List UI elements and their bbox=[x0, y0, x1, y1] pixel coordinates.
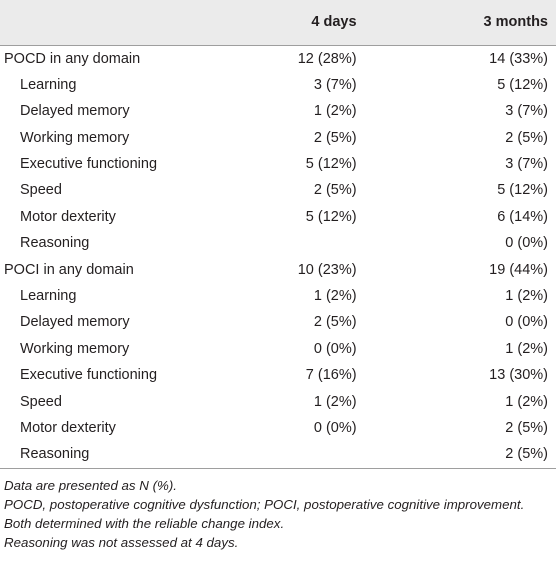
table-row: POCI in any domain 10 (23%) 19 (44%) bbox=[0, 257, 556, 283]
row-label: Executive functioning bbox=[20, 367, 158, 384]
value-4-days: 12 (28%) bbox=[297, 50, 357, 67]
value-3-months: 3 (7%) bbox=[505, 156, 548, 173]
value-3-months: 1 (2%) bbox=[505, 288, 548, 305]
value-4-days: 1 (2%) bbox=[313, 393, 357, 410]
value-4-days bbox=[229, 231, 357, 257]
row-label: Learning bbox=[20, 76, 77, 93]
row-label: Working memory bbox=[20, 129, 130, 146]
row-label: Delayed memory bbox=[20, 103, 130, 120]
row-label: Learning bbox=[20, 288, 77, 305]
table-row: Speed 1 (2%) 1 (2%) bbox=[0, 389, 556, 415]
table-row: Learning 1 (2%) 1 (2%) bbox=[0, 284, 556, 310]
footnote-line: Both determined with the reliable change… bbox=[4, 516, 285, 531]
header-label-cell bbox=[0, 0, 229, 46]
row-label: Reasoning bbox=[0, 441, 229, 470]
value-4-days: 1 (2%) bbox=[313, 288, 357, 305]
table-row: Delayed memory 1 (2%) 3 (7%) bbox=[0, 99, 556, 125]
table-row: Motor dexterity 5 (12%) 6 (14%) bbox=[0, 204, 556, 230]
table-row: Reasoning 0 (0%) bbox=[0, 231, 556, 257]
row-label: Motor dexterity bbox=[20, 419, 116, 436]
header-3-months: 3 months bbox=[356, 0, 556, 46]
value-3-months: 1 (2%) bbox=[505, 393, 548, 410]
row-label: POCD in any domain bbox=[4, 50, 141, 67]
table-row: Executive functioning 7 (16%) 13 (30%) bbox=[0, 363, 556, 389]
value-3-months: 0 (0%) bbox=[505, 235, 548, 252]
value-3-months: 19 (44%) bbox=[489, 261, 548, 278]
value-3-months: 5 (12%) bbox=[497, 182, 548, 199]
value-4-days: 0 (0%) bbox=[313, 419, 357, 436]
footnote-line: Data are presented as N (%). bbox=[4, 478, 177, 494]
value-3-months: 2 (5%) bbox=[356, 441, 556, 470]
value-4-days bbox=[228, 441, 357, 470]
value-3-months: 5 (12%) bbox=[497, 76, 548, 93]
value-3-months: 2 (5%) bbox=[505, 419, 548, 436]
row-label: Speed bbox=[20, 182, 62, 199]
value-4-days: 2 (5%) bbox=[313, 314, 357, 331]
row-label: Executive functioning bbox=[20, 156, 158, 173]
table-footnotes: Data are presented as N (%). POCD, posto… bbox=[0, 477, 556, 553]
value-3-months: 14 (33%) bbox=[489, 50, 548, 67]
table-row: Reasoning 2 (5%) bbox=[0, 441, 556, 470]
table-row: POCD in any domain 12 (28%) 14 (33%) bbox=[0, 46, 556, 73]
footnote-line: Reasoning was not assessed at 4 days. bbox=[4, 534, 239, 550]
row-label: Speed bbox=[20, 393, 62, 410]
value-4-days: 3 (7%) bbox=[313, 76, 357, 93]
table-row: Learning 3 (7%) 5 (12%) bbox=[0, 72, 556, 98]
value-4-days: 2 (5%) bbox=[313, 182, 357, 199]
value-4-days: 7 (16%) bbox=[305, 367, 357, 384]
value-4-days: 10 (23%) bbox=[297, 261, 357, 278]
table-row: Speed 2 (5%) 5 (12%) bbox=[0, 178, 556, 204]
table-row: Working memory 0 (0%) 1 (2%) bbox=[0, 336, 556, 362]
table-row: Working memory 2 (5%) 2 (5%) bbox=[0, 125, 556, 151]
table-header-row: 4 days 3 months bbox=[0, 0, 556, 46]
value-3-months: 1 (2%) bbox=[505, 340, 548, 357]
value-3-months: 3 (7%) bbox=[505, 103, 548, 120]
value-4-days: 2 (5%) bbox=[313, 129, 357, 146]
value-4-days: 5 (12%) bbox=[305, 208, 357, 225]
row-label: Motor dexterity bbox=[20, 208, 116, 225]
table-row: Motor dexterity 0 (0%) 2 (5%) bbox=[0, 415, 556, 441]
value-3-months: 13 (30%) bbox=[489, 367, 548, 384]
value-4-days: 5 (12%) bbox=[305, 156, 357, 173]
table-row: Delayed memory 2 (5%) 0 (0%) bbox=[0, 310, 556, 336]
footnote-line: POCD, postoperative cognitive dysfunctio… bbox=[4, 497, 525, 513]
row-label: Reasoning bbox=[20, 235, 90, 252]
value-3-months: 2 (5%) bbox=[505, 129, 548, 146]
row-label: Working memory bbox=[20, 340, 130, 357]
value-4-days: 1 (2%) bbox=[313, 103, 357, 120]
value-3-months: 0 (0%) bbox=[505, 314, 548, 331]
value-4-days: 0 (0%) bbox=[313, 340, 357, 357]
results-table: 4 days 3 months POCD in any domain 12 (2… bbox=[0, 0, 556, 470]
value-3-months: 6 (14%) bbox=[497, 208, 548, 225]
header-4-days: 4 days bbox=[228, 0, 357, 46]
row-label: Delayed memory bbox=[20, 314, 130, 331]
results-table-container: 4 days 3 months POCD in any domain 12 (2… bbox=[0, 0, 556, 553]
row-label: POCI in any domain bbox=[4, 261, 134, 278]
table-row: Executive functioning 5 (12%) 3 (7%) bbox=[0, 152, 556, 178]
